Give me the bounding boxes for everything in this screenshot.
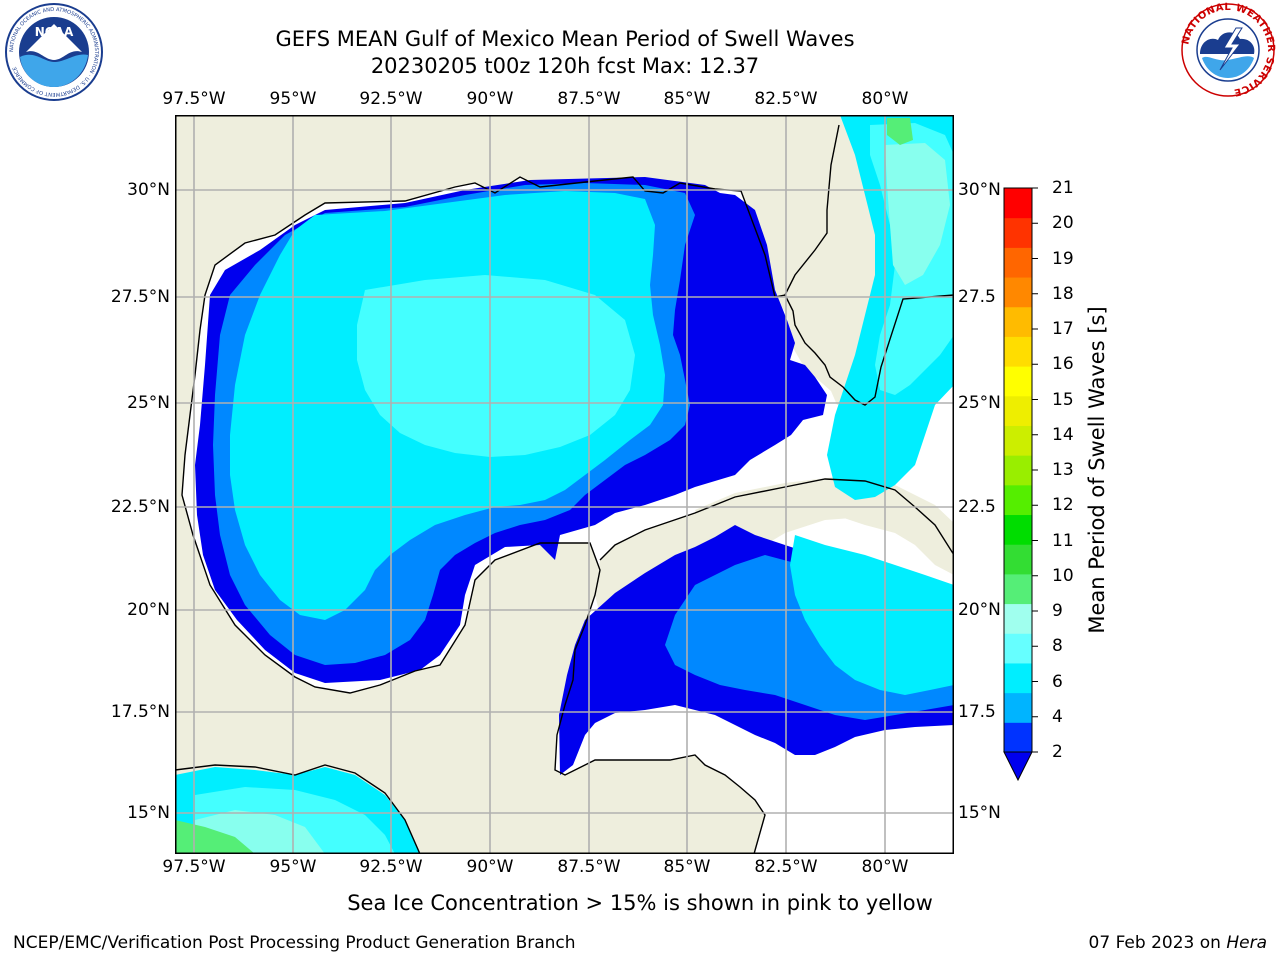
colorbar-tick-label: 21 bbox=[1052, 178, 1074, 198]
colorbar-segment bbox=[1004, 633, 1032, 664]
tick-label: 92.5°W bbox=[359, 857, 423, 877]
colorbar-tick-label: 8 bbox=[1052, 636, 1063, 657]
tick-label: 22.5 bbox=[958, 497, 996, 517]
colorbar-tick-label: 19 bbox=[1052, 248, 1074, 269]
tick-label: 92.5°W bbox=[359, 89, 423, 109]
colorbar-segment bbox=[1004, 366, 1032, 397]
tick-label: 82.5°W bbox=[754, 89, 818, 109]
tick-label: 82.5°W bbox=[754, 857, 818, 877]
colorbar-tick-label: 12 bbox=[1052, 495, 1074, 516]
nws-logo: NATIONAL WEATHER SERVICE bbox=[1180, 2, 1275, 98]
tick-label: 97.5°W bbox=[162, 857, 226, 877]
contour-band-6-8-caribbean bbox=[790, 535, 954, 695]
colorbar-segment bbox=[1004, 217, 1032, 248]
colorbar-tick-label: 10 bbox=[1052, 565, 1074, 586]
land-cuba bbox=[695, 477, 954, 555]
tick-label: 97.5°W bbox=[162, 89, 226, 109]
tick-label: 30°N bbox=[127, 180, 170, 200]
tick-label: 80°W bbox=[861, 89, 909, 109]
contour-band-10-11-atlantic bbox=[887, 118, 913, 145]
map-frame bbox=[175, 115, 954, 854]
colorbar-segment bbox=[1004, 722, 1032, 753]
colorbar-tick-label: 6 bbox=[1052, 671, 1063, 692]
colorbar-segment bbox=[1004, 277, 1032, 308]
colorbar-segment bbox=[1004, 573, 1032, 605]
colorbar-segment bbox=[1004, 484, 1032, 516]
contour-band-8-9 bbox=[357, 275, 635, 457]
tick-label: 87.5°W bbox=[557, 857, 621, 877]
tick-label: 85°W bbox=[663, 89, 711, 109]
colorbar-segment bbox=[1004, 544, 1032, 575]
colorbar-tick-label: 2 bbox=[1052, 742, 1063, 762]
colorbar-tick-label: 15 bbox=[1052, 389, 1074, 410]
noaa-logo: NOAA NATIONAL OCEANIC AND ATMOSPHERIC AD… bbox=[5, 3, 103, 101]
tick-label: 25°N bbox=[127, 393, 170, 413]
map-subtitle: 20230205 t00z 120h fcst Max: 12.37 bbox=[370, 54, 760, 78]
colorbar bbox=[1003, 187, 1038, 782]
tick-label: 27.5 bbox=[958, 287, 996, 307]
tick-label: 85°W bbox=[663, 857, 711, 877]
tick-label: 95°W bbox=[269, 857, 317, 877]
tick-label: 20°N bbox=[958, 600, 1001, 620]
tick-label: 90°W bbox=[466, 89, 514, 109]
swell-period-contours bbox=[175, 115, 954, 854]
map-panel bbox=[175, 115, 954, 854]
colorbar-tick-label: 14 bbox=[1052, 424, 1074, 445]
contour-band-9-10-atlantic bbox=[885, 143, 950, 285]
colorbar-segment bbox=[1004, 603, 1032, 634]
colorbar-segment bbox=[1004, 247, 1032, 278]
tick-label: 90°W bbox=[466, 857, 514, 877]
colorbar-tick-label: 18 bbox=[1052, 283, 1074, 304]
colorbar-segment bbox=[1004, 306, 1032, 337]
tick-label: 22.5°N bbox=[110, 497, 170, 517]
tick-label: 87.5°W bbox=[557, 89, 621, 109]
tick-label: 25°N bbox=[958, 393, 1001, 413]
graticule bbox=[175, 115, 954, 854]
colorbar-segment bbox=[1004, 395, 1032, 426]
colorbar-tick-label: 9 bbox=[1052, 601, 1063, 621]
tick-label: 15°N bbox=[958, 803, 1001, 823]
tick-label: 27.5°N bbox=[110, 287, 170, 307]
tick-label: 17.5 bbox=[958, 702, 996, 722]
colorbar-tick-label: 16 bbox=[1052, 354, 1074, 375]
colorbar-tick-label: 20 bbox=[1052, 213, 1074, 234]
colorbar-segment bbox=[1004, 514, 1032, 545]
contour-band-10-11-pacific bbox=[175, 820, 255, 854]
colorbar-tick-label: 4 bbox=[1052, 706, 1063, 727]
colorbar-segment bbox=[1004, 336, 1032, 367]
colorbar-tick-label: 13 bbox=[1052, 460, 1074, 480]
colorbar-tick-label: 11 bbox=[1052, 530, 1074, 551]
date-stamp: 07 Feb 2023 on Hera bbox=[1089, 933, 1267, 953]
date-text: 07 Feb 2023 on bbox=[1088, 933, 1227, 953]
noaa-logo-text: NOAA bbox=[35, 25, 74, 39]
tick-label: 95°W bbox=[269, 89, 317, 109]
tick-label: 17.5°N bbox=[110, 702, 170, 722]
tick-label: 80°W bbox=[861, 857, 909, 877]
coastline bbox=[175, 124, 954, 854]
colorbar-segment bbox=[1004, 425, 1032, 456]
credit-line: NCEP/EMC/Verification Post Processing Pr… bbox=[13, 933, 576, 953]
tick-label: 20°N bbox=[127, 600, 170, 620]
host-name: Hera bbox=[1226, 933, 1267, 953]
sea-ice-footnote: Sea Ice Concentration > 15% is shown in … bbox=[347, 891, 933, 915]
colorbar-segment bbox=[1004, 188, 1032, 219]
colorbar-segment bbox=[1004, 662, 1032, 694]
colorbar-segment bbox=[1004, 692, 1032, 723]
colorbar-extend-arrow bbox=[1003, 751, 1033, 782]
colorbar-tick-label: 17 bbox=[1052, 319, 1074, 339]
colorbar-segment bbox=[1004, 455, 1032, 486]
map-title: GEFS MEAN Gulf of Mexico Mean Period of … bbox=[275, 27, 855, 51]
colorbar-label: Mean Period of Swell Waves [s] bbox=[1085, 306, 1109, 634]
tick-label: 15°N bbox=[127, 803, 170, 823]
tick-label: 30°N bbox=[958, 180, 1001, 200]
